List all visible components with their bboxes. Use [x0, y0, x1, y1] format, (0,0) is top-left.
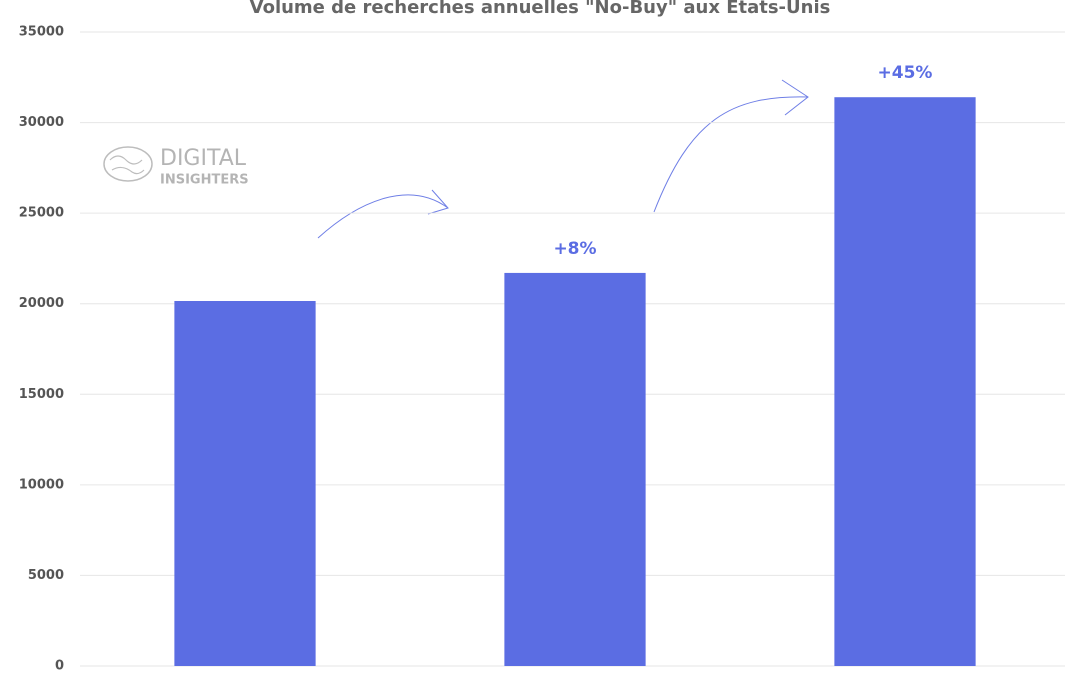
- logo-brain: [103, 146, 153, 182]
- bar: [834, 97, 976, 666]
- y-tick-label: 20000: [19, 296, 64, 311]
- arrow-curve: [653, 96, 809, 213]
- bar: [174, 300, 316, 666]
- growth-annotation: +45%: [878, 63, 933, 83]
- watermark-line2: INSIGHTERS: [160, 173, 249, 188]
- y-tick-label: 35000: [19, 25, 64, 40]
- arrow-head: [427, 189, 449, 215]
- y-tick-label: 10000: [19, 477, 64, 492]
- y-tick-label: 25000: [19, 206, 64, 221]
- arrow-head: [781, 79, 809, 116]
- bar: [504, 272, 646, 666]
- arrow-curve: [317, 194, 449, 239]
- watermark-line1: DIGITAL: [160, 146, 247, 171]
- y-tick-label: 15000: [19, 387, 64, 402]
- y-tick-label: 5000: [28, 568, 64, 583]
- watermark: DIGITAL INSIGHTERS: [103, 146, 249, 188]
- logo-brain-folds: [109, 155, 145, 175]
- y-tick-label: 30000: [19, 115, 64, 130]
- chart-title: Volume de recherches annuelles "No-Buy" …: [250, 0, 831, 18]
- growth-annotation: +8%: [553, 239, 596, 259]
- y-tick-label: 0: [55, 659, 64, 674]
